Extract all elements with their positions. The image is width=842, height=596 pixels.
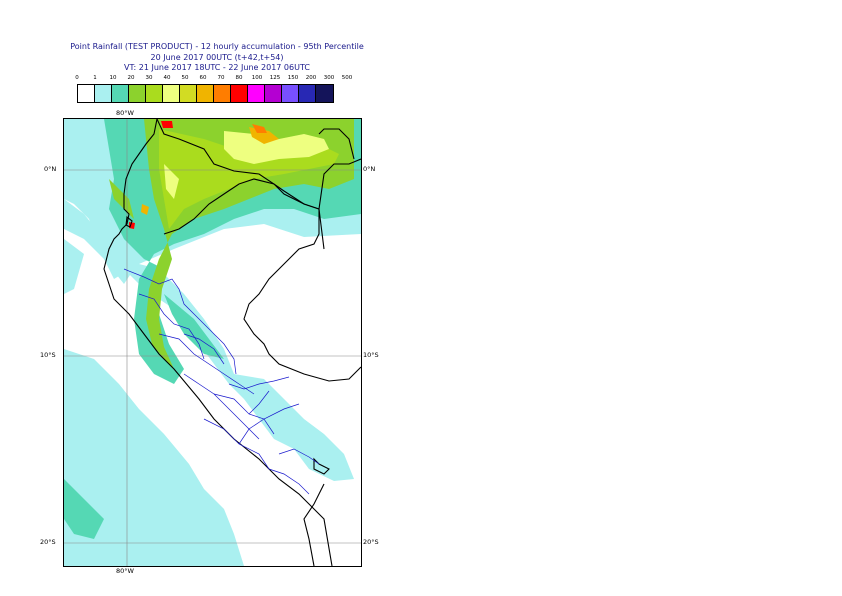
legend-color-box [231, 85, 248, 102]
legend-color-box [282, 85, 299, 102]
graticule-lines [64, 119, 361, 566]
legend-color-box [163, 85, 180, 102]
legend-threshold-label: 1 [93, 75, 97, 81]
legend-threshold-labels: 0 1 10 20 30 40 50 60 70 80 100 125 150 200 300 500 [72, 75, 362, 84]
legend-color-box [95, 85, 112, 102]
rainfall-area-60-80 [141, 124, 279, 215]
title-line-2: 20 June 2017 00UTC (t+42,t+54) [150, 52, 284, 62]
lon-label-top: 80°W [116, 109, 134, 117]
legend-threshold-label: 20 [127, 75, 135, 81]
legend-threshold-label: 500 [341, 75, 353, 81]
rainfall-area-40-50 [164, 131, 329, 199]
color-legend-bar [77, 84, 334, 103]
legend-threshold-label: 100 [251, 75, 263, 81]
rainfall-area-80-100 [129, 121, 173, 229]
legend-color-box [180, 85, 197, 102]
legend-color-box [248, 85, 265, 102]
legend-color-box [265, 85, 282, 102]
legend-threshold-label: 125 [269, 75, 281, 81]
lon-label-bottom: 80°W [116, 567, 134, 575]
legend-threshold-label: 80 [235, 75, 243, 81]
lat-label-left-20s: 20°S [40, 538, 56, 546]
province-borders [123, 268, 320, 495]
lat-label-right-10s: 10°S [363, 351, 379, 359]
legend-color-box [197, 85, 214, 102]
rainfall-map-svg [64, 119, 361, 566]
lat-label-right-0: 0°N [363, 165, 376, 173]
legend-threshold-label: 70 [217, 75, 225, 81]
rainfall-map [63, 118, 362, 567]
legend-threshold-label: 30 [145, 75, 153, 81]
legend-color-box [112, 85, 129, 102]
lat-label-right-20s: 20°S [363, 538, 379, 546]
map-title-block: Point Rainfall (TEST PRODUCT) - 12 hourl… [52, 42, 382, 74]
legend-color-box [78, 85, 95, 102]
legend-color-box [299, 85, 316, 102]
country-borders [103, 119, 361, 566]
legend-threshold-label: 200 [305, 75, 317, 81]
legend-color-box [316, 85, 333, 102]
rainfall-streaks-ocean [79, 404, 174, 491]
legend-threshold-label: 0 [75, 75, 79, 81]
legend-color-box [146, 85, 163, 102]
title-line-3: VT: 21 June 2017 18UTC - 22 June 2017 06… [124, 63, 310, 72]
legend-threshold-label: 40 [163, 75, 171, 81]
legend-color-box [129, 85, 146, 102]
legend-threshold-label: 60 [199, 75, 207, 81]
legend-color-box [214, 85, 231, 102]
lat-label-left-10s: 10°S [40, 351, 56, 359]
legend-threshold-label: 50 [181, 75, 189, 81]
title-line-1: Point Rainfall (TEST PRODUCT) - 12 hourl… [70, 42, 364, 51]
lat-label-left-0: 0°N [44, 165, 57, 173]
legend-threshold-label: 150 [287, 75, 299, 81]
legend-threshold-label: 300 [323, 75, 335, 81]
legend-threshold-label: 10 [109, 75, 117, 81]
